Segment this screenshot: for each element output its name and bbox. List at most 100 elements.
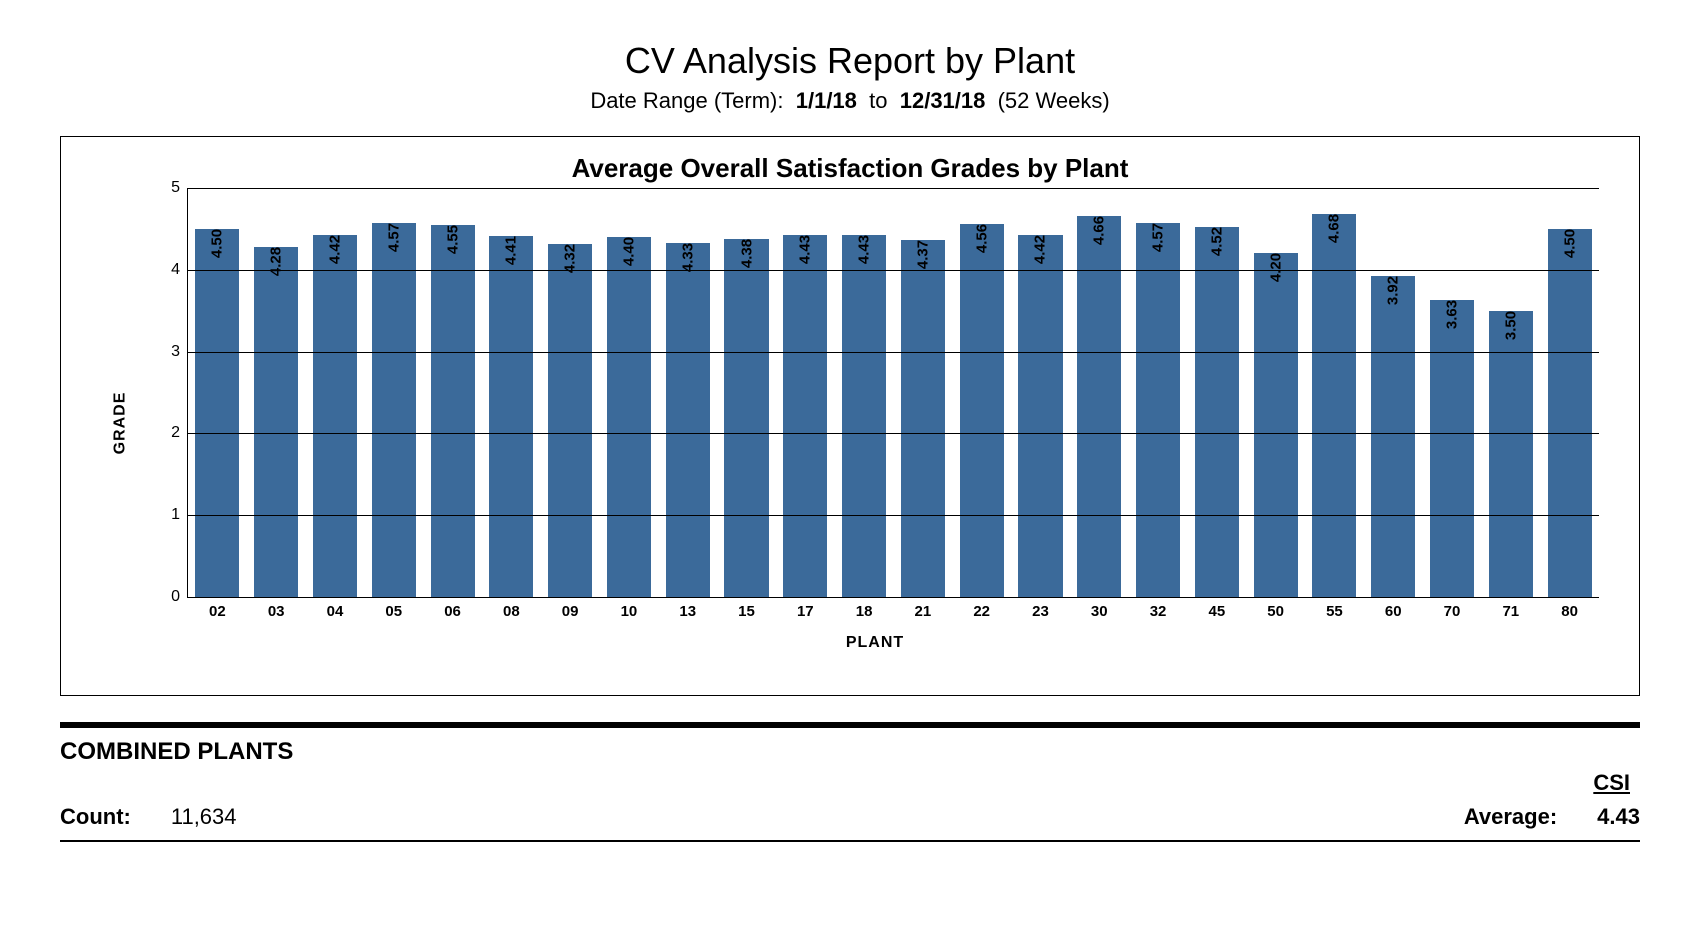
- bar-value-label: 4.57: [385, 223, 402, 252]
- bar-value-label: 4.55: [444, 225, 461, 254]
- x-tick-label: 13: [679, 603, 696, 620]
- bar: 4.56: [960, 224, 1004, 597]
- divider-thick: [60, 722, 1640, 728]
- bar-value-label: 3.63: [1444, 300, 1461, 329]
- bar-value-label: 4.28: [268, 247, 285, 276]
- bar-value-label: 4.20: [1267, 253, 1284, 282]
- bar-value-label: 4.32: [562, 244, 579, 273]
- x-tick-label: 02: [209, 603, 226, 620]
- x-tick-label: 70: [1444, 603, 1461, 620]
- bar: 4.68: [1312, 214, 1356, 597]
- x-tick-label: 23: [1032, 603, 1049, 620]
- x-tick-label: 03: [268, 603, 285, 620]
- y-tick-label: 3: [171, 343, 180, 361]
- bar-value-label: 4.43: [856, 235, 873, 264]
- x-tick-label: 50: [1267, 603, 1284, 620]
- x-tick-label: 45: [1209, 603, 1226, 620]
- x-tick-label: 32: [1150, 603, 1167, 620]
- report-title: CV Analysis Report by Plant: [60, 40, 1640, 82]
- x-tick-label: 18: [856, 603, 873, 620]
- bar: 4.66: [1077, 216, 1121, 597]
- combined-plants-title: COMBINED PLANTS: [60, 738, 1640, 766]
- bar: 4.57: [1136, 223, 1180, 597]
- date-to-word: to: [869, 88, 887, 113]
- csi-header: CSI: [60, 770, 1640, 796]
- date-range-line: Date Range (Term): 1/1/18 to 12/31/18 (5…: [60, 88, 1640, 114]
- bar-value-label: 4.50: [1561, 229, 1578, 258]
- bar: 4.38: [724, 239, 768, 597]
- bar-value-label: 4.43: [797, 235, 814, 264]
- bar: 4.33: [666, 243, 710, 597]
- y-tick-label: 2: [171, 424, 180, 442]
- gridline: [188, 188, 1599, 189]
- x-tick-label: 06: [444, 603, 461, 620]
- x-tick-label: 05: [385, 603, 402, 620]
- date-from: 1/1/18: [796, 88, 857, 113]
- bar-value-label: 4.50: [209, 229, 226, 258]
- bar: 4.43: [842, 235, 886, 597]
- gridline: [188, 515, 1599, 516]
- x-tick-label: 80: [1561, 603, 1578, 620]
- x-axis-label: PLANT: [846, 634, 904, 652]
- y-tick-label: 5: [171, 179, 180, 197]
- date-range-prefix: Date Range (Term):: [590, 88, 783, 113]
- x-tick-label: 15: [738, 603, 755, 620]
- bar: 4.20: [1254, 253, 1298, 597]
- x-tick-label: 09: [562, 603, 579, 620]
- bar: 4.40: [607, 237, 651, 597]
- chart-container: Average Overall Satisfaction Grades by P…: [60, 136, 1640, 696]
- summary-row: Count: 11,634 Average: 4.43: [60, 804, 1640, 830]
- x-tick-label: 17: [797, 603, 814, 620]
- bar-value-label: 4.52: [1208, 227, 1225, 256]
- x-tick-label: 30: [1091, 603, 1108, 620]
- count-label: Count:: [60, 804, 131, 830]
- bar-value-label: 4.41: [503, 236, 520, 265]
- plot-area: 4.50 4.28 4.42 4.57 4.55 4.41 4.32 4.40 4.33 4.38…: [187, 188, 1599, 598]
- bar: 3.50: [1489, 311, 1533, 597]
- bar: 4.55: [431, 225, 475, 597]
- bars-layer: 4.50 4.28 4.42 4.57 4.55 4.41 4.32 4.40 4.33 4.38…: [188, 188, 1599, 597]
- average-value: 4.43: [1597, 804, 1640, 830]
- x-tick-label: 10: [621, 603, 638, 620]
- bar: 4.57: [372, 223, 416, 597]
- x-tick-label: 55: [1326, 603, 1343, 620]
- bar-value-label: 4.38: [738, 239, 755, 268]
- count-value: 11,634: [171, 804, 237, 830]
- bar: 4.28: [254, 247, 298, 597]
- bar-value-label: 4.66: [1091, 216, 1108, 245]
- bar: 4.42: [1018, 235, 1062, 597]
- bar: 4.52: [1195, 227, 1239, 597]
- bar: 4.43: [783, 235, 827, 597]
- bar: 3.92: [1371, 276, 1415, 597]
- bar-value-label: 4.33: [679, 243, 696, 272]
- date-to: 12/31/18: [900, 88, 986, 113]
- weeks-suffix: (52 Weeks): [998, 88, 1110, 113]
- report-page: CV Analysis Report by Plant Date Range (…: [0, 0, 1700, 936]
- bar-value-label: 3.92: [1385, 276, 1402, 305]
- x-tick-label: 21: [915, 603, 932, 620]
- bar: 4.50: [1548, 229, 1592, 597]
- plot-wrap: GRADE 4.504.284.424.574.554.414.324.404.…: [151, 188, 1599, 658]
- x-tick-label: 22: [973, 603, 990, 620]
- x-tick-label: 60: [1385, 603, 1402, 620]
- y-tick-label: 1: [171, 506, 180, 524]
- gridline: [188, 270, 1599, 271]
- bar: 4.41: [489, 236, 533, 597]
- bar-value-label: 3.50: [1502, 311, 1519, 340]
- x-tick-label: 08: [503, 603, 520, 620]
- y-tick-label: 0: [171, 588, 180, 606]
- divider-thin: [60, 840, 1640, 842]
- bar-value-label: 4.42: [326, 235, 343, 264]
- bar-value-label: 4.57: [1150, 223, 1167, 252]
- bar: 4.32: [548, 244, 592, 597]
- y-tick-label: 4: [171, 261, 180, 279]
- summary-left: Count: 11,634: [60, 804, 237, 830]
- bar-value-label: 4.56: [973, 224, 990, 253]
- chart-title: Average Overall Satisfaction Grades by P…: [71, 153, 1629, 184]
- gridline: [188, 352, 1599, 353]
- average-label: Average:: [1464, 804, 1557, 830]
- bar: 3.63: [1430, 300, 1474, 597]
- x-tick-label: 04: [327, 603, 344, 620]
- bar: 4.37: [901, 240, 945, 597]
- y-axis-label: GRADE: [111, 392, 129, 455]
